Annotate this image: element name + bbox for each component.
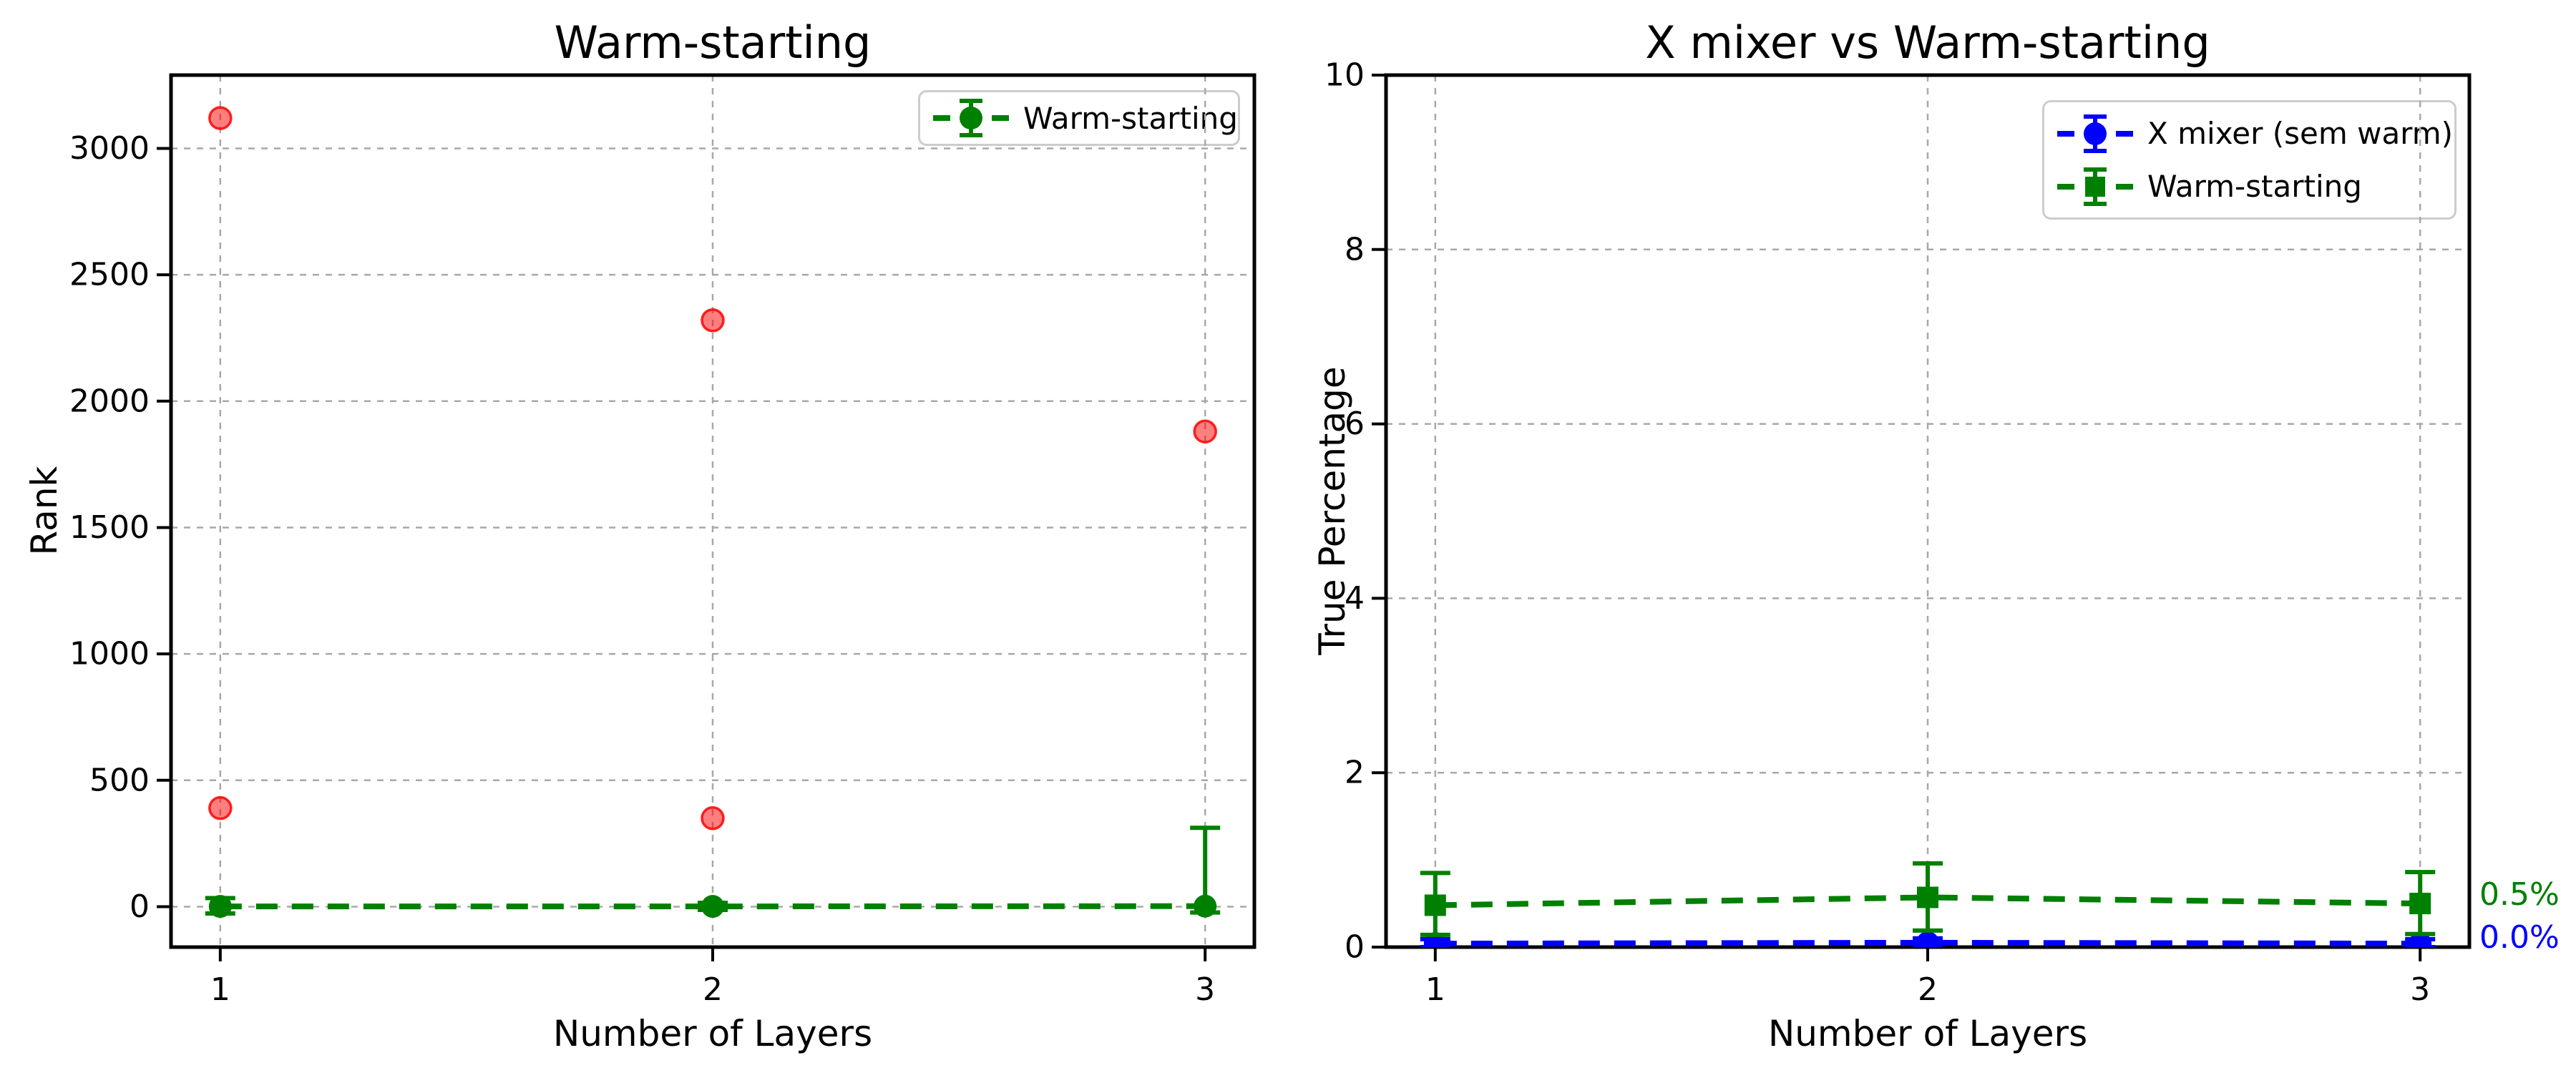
chart-x-mixer-vs-warm-starting: X mixer vs Warm-starting True Percentage… <box>1288 0 2576 1073</box>
plot-svg-x-mixer-vs-warm-starting: 1 2 3 0 2 4 6 8 10 <box>1324 57 2472 1009</box>
series-line <box>1435 894 2421 908</box>
series-group <box>1420 861 2436 947</box>
x-tick-label: 2 <box>1918 971 1938 1008</box>
x-tick-label: 3 <box>2410 971 2430 1008</box>
page-title-right: X mixer vs Warm-starting <box>1645 16 2210 69</box>
marker-circle <box>1194 894 1217 918</box>
x-tick-label: 3 <box>1195 971 1215 1008</box>
y-tick-label: 3000 <box>69 130 150 167</box>
y-tick-label: 1500 <box>69 509 150 546</box>
chart-warm-starting: Warm-starting Rank Number of Layers Warm… <box>24 16 1257 1054</box>
series-outlier-points <box>208 106 1217 831</box>
y-tick-label: 4 <box>1345 580 1365 617</box>
legend-sample-circle <box>933 99 1009 137</box>
x-axis-label-right: Number of Layers <box>1767 1013 2088 1054</box>
legend-entry-warm-starting: Warm-starting <box>2056 164 2443 210</box>
plot-svg-warm-starting: 1 2 3 0 500 1000 1500 2000 2500 3000 <box>69 73 1257 1008</box>
x-tick-label: 1 <box>1425 971 1445 1008</box>
scatter-point <box>701 806 725 831</box>
legend-sample-square <box>2057 167 2133 206</box>
scatter-point <box>208 106 233 130</box>
series-group <box>205 106 1221 918</box>
series-warm-starting <box>205 825 1221 918</box>
legend-sample-circle <box>2057 114 2133 153</box>
marker-square <box>1917 886 1938 908</box>
axis-ticks: 1 2 3 0 2 4 6 8 10 <box>1324 57 2430 1009</box>
y-tick-label: 0 <box>130 888 150 925</box>
axis-ticks: 1 2 3 0 500 1000 1500 2000 2500 3000 <box>69 130 1215 1008</box>
page-title-left: Warm-starting <box>554 16 872 69</box>
marker-circle <box>1916 931 1939 947</box>
scatter-point <box>208 795 233 820</box>
marker-square <box>1424 894 1446 916</box>
legend-entry-label: Warm-starting <box>2147 169 2362 204</box>
annotation-blue-mean: 0.0% <box>2479 918 2560 956</box>
series-line <box>1435 939 2421 947</box>
y-tick-label: 6 <box>1345 406 1365 442</box>
marker-circle <box>208 895 232 918</box>
legend-entry-x-mixer-sem-warm: X mixer (sem warm) <box>2056 111 2453 157</box>
legend-marker-circle <box>960 107 982 129</box>
marker-circle <box>701 895 724 918</box>
x-tick-label: 1 <box>210 971 230 1008</box>
marker-square <box>2409 893 2431 915</box>
y-tick-label: 10 <box>1324 57 1365 94</box>
y-tick-label: 2000 <box>69 383 150 419</box>
legend-right: X mixer (sem warm) Warm-starting <box>2042 100 2457 220</box>
legend-entry-warm-starting: Warm-starting <box>932 95 1238 141</box>
scatter-point <box>701 308 725 333</box>
series-warm-starting <box>1420 861 2436 937</box>
y-tick-label: 0 <box>1345 929 1365 966</box>
legend-marker-circle <box>2084 122 2107 145</box>
scatter-point <box>1193 419 1217 444</box>
legend-left: Warm-starting <box>918 90 1240 146</box>
x-tick-label: 2 <box>703 971 723 1008</box>
y-tick-label: 500 <box>89 762 150 798</box>
annotation-green-mean: 0.5% <box>2479 876 2560 913</box>
legend-entry-label: X mixer (sem warm) <box>2147 116 2454 151</box>
y-tick-label: 2 <box>1345 755 1365 791</box>
legend-entry-label: Warm-starting <box>1023 100 1238 136</box>
y-tick-label: 2500 <box>69 257 150 293</box>
grid <box>1386 75 2469 947</box>
y-tick-label: 1000 <box>69 636 150 672</box>
y-tick-label: 8 <box>1345 231 1365 268</box>
grid <box>171 75 1254 947</box>
x-axis-label-left: Number of Layers <box>552 1013 873 1054</box>
legend-marker-square <box>2085 176 2105 197</box>
